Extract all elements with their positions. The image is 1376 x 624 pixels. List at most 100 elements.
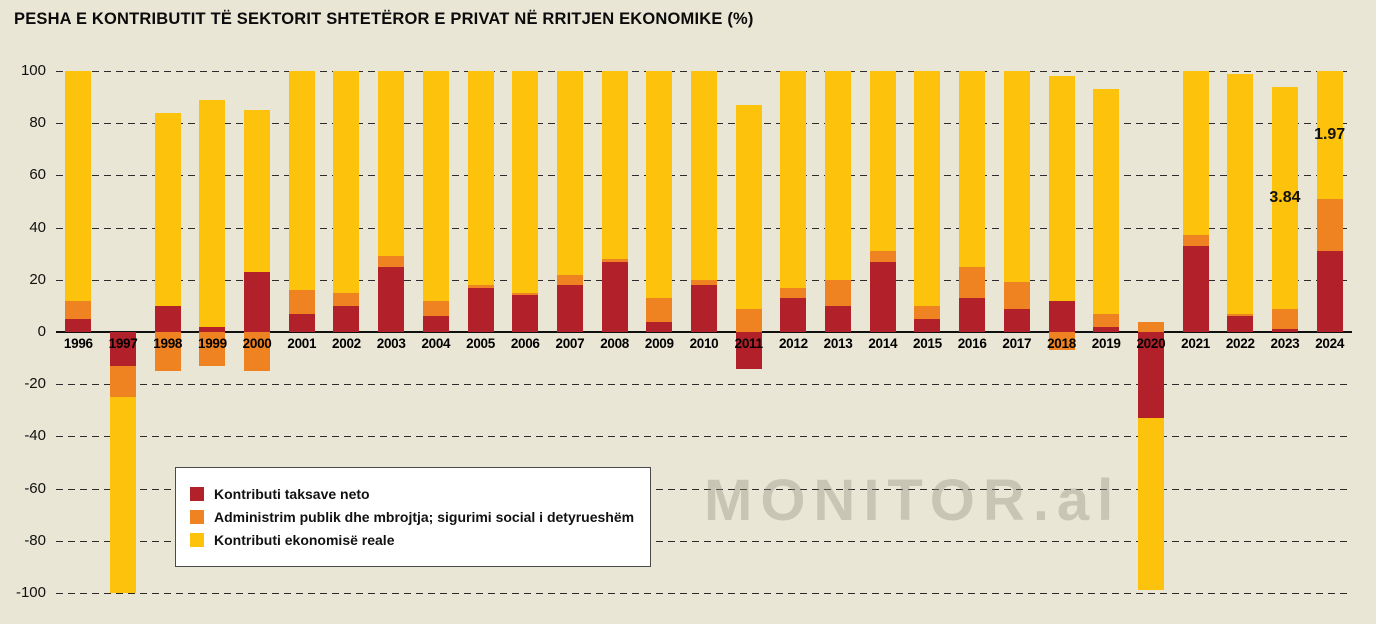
- bar-segment: [244, 110, 271, 272]
- bar-segment: [556, 71, 583, 275]
- bar-segment: [1182, 71, 1209, 236]
- bar-segment: [914, 71, 941, 306]
- x-tick-label: 2002: [332, 336, 361, 351]
- bar-segment: [199, 326, 226, 332]
- bar-segment: [556, 285, 583, 332]
- bar-segment: [110, 332, 137, 366]
- bar-segment: [65, 71, 92, 301]
- bar-segment: [1316, 198, 1343, 252]
- x-tick-label: 2016: [957, 336, 987, 351]
- data-label-2023: 3.84: [1269, 188, 1301, 206]
- x-tick-label: 1998: [153, 336, 183, 351]
- x-tick-label: 2018: [1047, 336, 1076, 351]
- x-tick-label: 2009: [644, 336, 674, 351]
- x-tick-label: 1996: [63, 336, 93, 351]
- x-tick-label: 2024: [1315, 336, 1345, 351]
- bar-segment: [378, 266, 405, 332]
- x-tick-label: 2021: [1181, 336, 1210, 351]
- bar-segment: [1271, 308, 1298, 330]
- bar-segment: [467, 287, 494, 332]
- bar-segment: [601, 258, 628, 262]
- x-tick-label: 2019: [1091, 336, 1121, 351]
- bar-segment: [65, 318, 92, 332]
- y-tick-label: -40: [24, 427, 46, 445]
- bar-segment: [199, 99, 226, 327]
- x-tick-label: 2010: [689, 336, 719, 351]
- x-tick-label: 2001: [287, 336, 317, 351]
- bar-segment: [1003, 71, 1030, 283]
- y-tick-label: 80: [29, 114, 46, 132]
- bar-segment: [467, 285, 494, 288]
- bar-segment: [288, 313, 315, 332]
- bar-segment: [333, 292, 360, 306]
- watermark: MONITOR.al: [704, 467, 1121, 534]
- bar-segment: [288, 290, 315, 314]
- x-tick-label: 2007: [555, 336, 585, 351]
- gridline: [56, 384, 1352, 386]
- bar-segment: [378, 256, 405, 267]
- bar-segment: [735, 104, 762, 309]
- legend-swatch: [190, 533, 204, 547]
- x-tick-label: 2015: [913, 336, 942, 351]
- bar-segment: [512, 292, 539, 296]
- y-tick-label: -100: [15, 584, 46, 601]
- bar-segment: [914, 318, 941, 332]
- bar-segment: [1137, 332, 1164, 419]
- y-tick-label: 60: [29, 166, 46, 184]
- legend-label: Kontributi taksave neto: [214, 486, 370, 502]
- bar-segment: [1003, 282, 1030, 309]
- x-tick-label: 2003: [376, 336, 406, 351]
- bar-segment: [601, 261, 628, 332]
- x-tick-label: 1997: [108, 336, 138, 351]
- bar-segment: [1271, 86, 1298, 309]
- bar-segment: [512, 71, 539, 293]
- bar-segment: [825, 71, 852, 280]
- y-tick-label: 0: [37, 323, 46, 340]
- bar-segment: [1003, 308, 1030, 332]
- bar-segment: [1271, 329, 1298, 332]
- zero-axis-line: [56, 331, 1352, 333]
- bar-segment: [422, 316, 449, 332]
- y-tick-label: -80: [24, 531, 46, 549]
- y-tick-label: 20: [29, 270, 46, 288]
- bar-segment: [780, 71, 807, 288]
- x-tick-label: 2014: [868, 336, 898, 351]
- legend-swatch: [190, 487, 204, 501]
- bar-segment: [1093, 89, 1120, 314]
- bar-segment: [110, 365, 137, 398]
- bar-segment: [691, 279, 717, 286]
- bar-segment: [1048, 300, 1075, 332]
- x-tick-label: 2023: [1270, 336, 1300, 351]
- legend-swatch: [190, 510, 204, 524]
- bar-segment: [1048, 76, 1075, 301]
- bar-segment: [735, 332, 762, 369]
- plot-area: MONITOR.al Kontributi taksave neto Admini…: [56, 71, 1352, 594]
- gridline: [56, 540, 1352, 542]
- bar-segment: [333, 305, 360, 332]
- bar-segment: [825, 279, 852, 306]
- bar-segment: [1227, 73, 1254, 314]
- legend-item: Kontributi ekonomisë reale: [190, 532, 634, 548]
- x-tick-label: 2000: [242, 336, 272, 351]
- bar-segment: [959, 71, 986, 267]
- bar-segment: [244, 271, 271, 332]
- bar-segment: [1227, 316, 1254, 332]
- x-tick-label: 2012: [778, 336, 808, 351]
- bar-segment: [1182, 245, 1209, 332]
- y-tick-label: -60: [24, 479, 46, 497]
- legend-label: Kontributi ekonomisë reale: [214, 532, 395, 548]
- bar-segment: [199, 332, 226, 366]
- bar-segment: [154, 112, 181, 306]
- bar-segment: [556, 274, 583, 286]
- chart-title: PESHA E KONTRIBUTIT TË SEKTORIT SHTETËRO…: [14, 9, 754, 28]
- bar-segment: [914, 305, 941, 319]
- bar-segment: [1227, 313, 1254, 317]
- watermark-suffix: .al: [1032, 468, 1122, 533]
- bar-segment: [780, 298, 807, 332]
- bar-segment: [646, 298, 673, 322]
- bar-segment: [378, 71, 405, 257]
- y-tick-label: 100: [20, 62, 46, 79]
- bar-segment: [825, 305, 852, 332]
- bar-segment: [959, 298, 986, 332]
- bar-segment: [110, 397, 137, 593]
